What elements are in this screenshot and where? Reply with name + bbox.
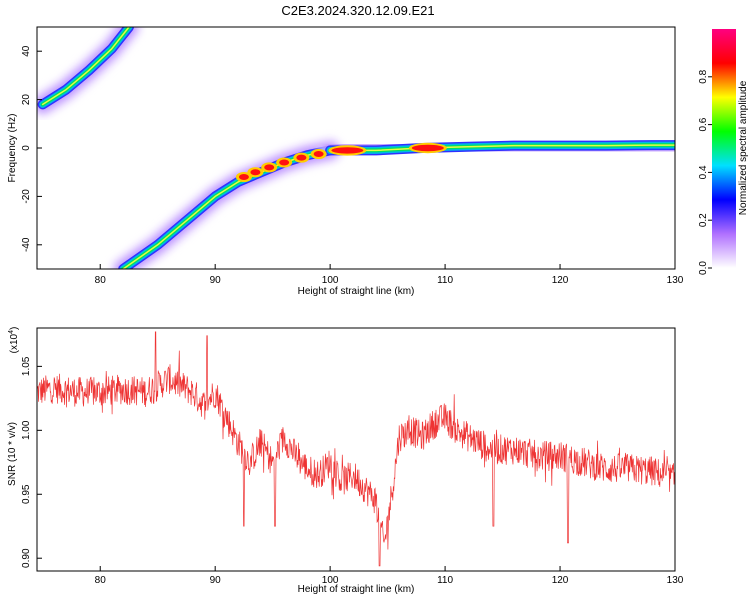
snr-x-tick-label: 120	[552, 575, 569, 586]
snr-y-ticks: 0.90 0.95 1.00 1.05	[21, 356, 42, 568]
spectrogram-hotspot-3	[293, 152, 310, 163]
snr-x-tick-label: 90	[210, 575, 222, 586]
spectrogram-y-tick-label: -20	[21, 189, 32, 204]
snr-panel: 80 90 100 110 120 130 0.90 0.95 1.00 1.05 Height…	[7, 327, 684, 595]
spectrogram-x-tick-label: 90	[210, 275, 222, 286]
spectrogram-y-tick-label: -40	[21, 237, 32, 252]
snr-y-label: SNR (10 * v/v)	[7, 422, 18, 486]
snr-plot-area	[37, 328, 675, 571]
spectrogram-panel: 80 90 100 110 120 130 -40 -20 0 20 40 Height of s…	[7, 26, 684, 297]
spectrogram-x-tick-label: 100	[322, 275, 339, 286]
spectrogram-x-tick-label: 80	[95, 275, 107, 286]
colorbar-tick-label: 0.6	[698, 117, 709, 131]
spectrogram-y-tick-label: 20	[21, 94, 32, 106]
spectrogram-x-tick-label: 130	[667, 275, 684, 286]
colorbar-tick-label: 0.8	[698, 69, 709, 83]
snr-y-tick-label: 0.90	[21, 548, 32, 568]
colorbar-tick-label: 0.4	[698, 165, 709, 179]
colorbar-tick-label: 0.0	[698, 261, 709, 275]
spectrogram-hotspot-4	[276, 157, 293, 168]
snr-y-tick-label: 0.95	[21, 484, 32, 504]
spectrogram-hotspot-5	[261, 162, 278, 173]
snr-y-tick-label: 1.00	[21, 420, 32, 440]
colorbar-fill	[712, 29, 736, 268]
figure-title: C2E3.2024.320.12.09.E21	[281, 3, 434, 18]
snr-x-tick-label: 80	[95, 575, 107, 586]
colorbar-ticks: 0.0 0.2 0.4 0.6 0.8	[698, 69, 712, 275]
spectrogram-x-ticks: 80 90 100 110 120 130	[95, 264, 684, 286]
spectrogram-hotspot-6	[247, 167, 264, 178]
spectrogram-y-label: Frequency (Hz)	[7, 114, 18, 183]
snr-series-line	[37, 331, 675, 567]
snr-x-tick-label: 130	[667, 575, 684, 586]
spectrogram-x-tick-label: 120	[552, 275, 569, 286]
spectrogram-hotspot-0	[328, 145, 367, 156]
spectrogram-y-tick-label: 40	[21, 45, 32, 57]
colorbar-label: Normalized spectral amplitude	[738, 80, 749, 215]
snr-x-tick-label: 110	[437, 575, 453, 586]
spectrogram-y-tick-label: 0	[21, 145, 32, 151]
snr-multiplier: (x104)	[8, 327, 20, 354]
spectrogram-track-2-layer-5	[329, 144, 675, 152]
spectrogram-hotspot-2	[310, 149, 327, 160]
snr-x-tick-label: 100	[322, 575, 339, 586]
spectrogram-marks	[37, 27, 675, 269]
spectrogram-track-0-layer-5	[41, 27, 130, 106]
snr-frame	[36, 327, 676, 572]
snr-y-tick-label: 1.05	[21, 356, 32, 376]
colorbar-tick-label: 0.2	[698, 213, 709, 227]
spectrogram-hotspot-7	[235, 172, 252, 183]
spectrogram-hotspot-1	[408, 142, 447, 154]
spectrogram-y-ticks: -40 -20 0 20 40	[21, 45, 42, 252]
snr-x-label: Height of straight line (km)	[298, 584, 415, 595]
spectrogram-x-tick-label: 110	[437, 275, 453, 286]
colorbar: 0.0 0.2 0.4 0.6 0.8 Normalized spectral ampl…	[698, 29, 749, 275]
snr-x-ticks: 80 90 100 110 120 130	[95, 566, 684, 586]
spectrogram-x-label: Height of straight line (km)	[298, 286, 415, 297]
